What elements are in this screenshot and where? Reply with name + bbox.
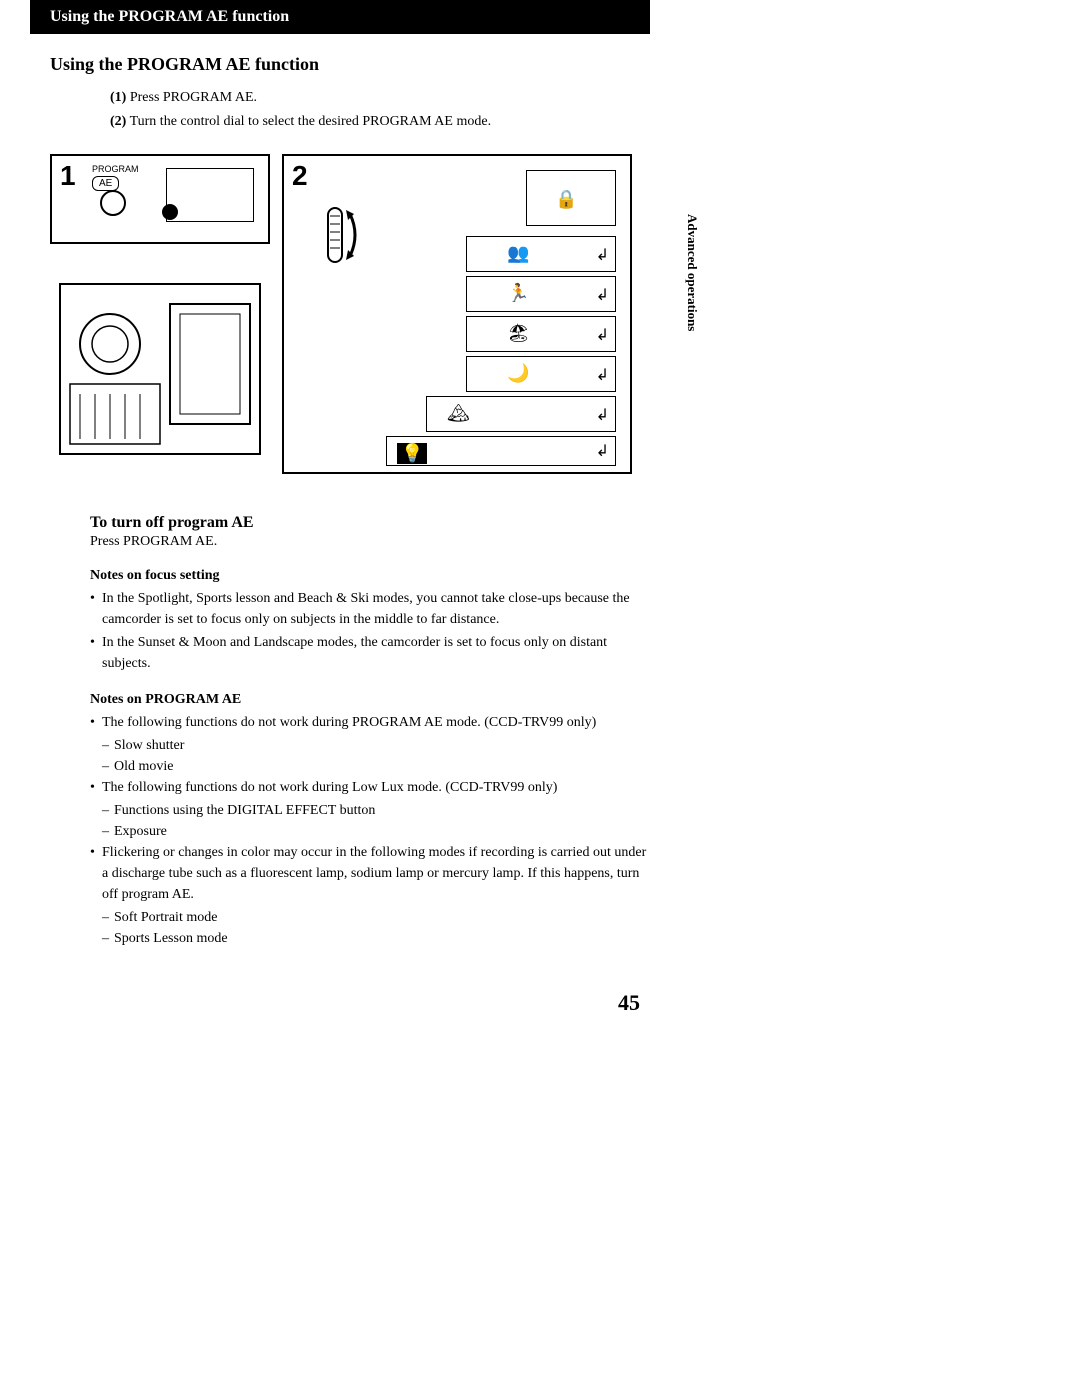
step-1-text: Press PROGRAM AE. bbox=[130, 90, 257, 105]
step-2: (2) Turn the control dial to select the … bbox=[110, 111, 1030, 133]
ae-sublist-2: Functions using the DIGITAL EFFECT butto… bbox=[102, 800, 1030, 842]
header-bar: Using the PROGRAM AE function bbox=[30, 0, 650, 34]
ae-sub-3-2: Sports Lesson mode bbox=[102, 928, 1030, 949]
mode-row-6: 💡↲ bbox=[386, 436, 616, 466]
figure-left-col: 1 PROGRAM AE bbox=[50, 154, 270, 474]
mode-icon-2: 🏃 bbox=[507, 283, 529, 304]
notes-ae-list-3: Flickering or changes in color may occur… bbox=[90, 842, 650, 905]
step-1-num: (1) bbox=[110, 90, 126, 105]
ae-sublist-1: Slow shutter Old movie bbox=[102, 735, 1030, 777]
notes-ae-list: The following functions do not work duri… bbox=[90, 712, 650, 733]
mode-icon-1: 👥 bbox=[507, 243, 529, 264]
figure-1-number: 1 bbox=[60, 160, 76, 192]
step-2-num: (2) bbox=[110, 114, 126, 129]
notes-focus-title: Notes on focus setting bbox=[90, 568, 1030, 584]
focus-bullet-2: In the Sunset & Moon and Landscape modes… bbox=[90, 632, 650, 674]
ae-bullet-3: Flickering or changes in color may occur… bbox=[90, 842, 650, 905]
camera-svg bbox=[50, 254, 270, 474]
figure-panel-1: 1 PROGRAM AE bbox=[50, 154, 270, 244]
mode-icon-spotlight: 🔒 bbox=[555, 189, 577, 210]
mode-row-2: 🏃↲ bbox=[466, 276, 616, 312]
step-2-text: Turn the control dial to select the desi… bbox=[130, 114, 492, 129]
spotlight-icon bbox=[162, 204, 178, 220]
ae-sub-1-2: Old movie bbox=[102, 756, 1030, 777]
fig2-screen: 🔒 bbox=[526, 170, 616, 226]
mode-row-5: 🏔↲ bbox=[426, 396, 616, 432]
turnoff-text: Press PROGRAM AE. bbox=[90, 534, 1030, 550]
mode-icon-5: 🏔 bbox=[447, 403, 470, 424]
header-title: Using the PROGRAM AE function bbox=[50, 8, 289, 25]
ae-bullet-2: The following functions do not work duri… bbox=[90, 777, 650, 798]
ae-sub-1-1: Slow shutter bbox=[102, 735, 1030, 756]
figure-2-number: 2 bbox=[292, 160, 308, 192]
mode-icon-6: 💡 bbox=[397, 443, 427, 464]
control-dial-icon bbox=[314, 200, 364, 275]
steps: (1) Press PROGRAM AE. (2) Turn the contr… bbox=[110, 87, 1030, 134]
turnoff-title: To turn off program AE bbox=[90, 514, 1030, 532]
figure-panel-2: 2 🔒 👥↲ 🏃↲ 🏖↲ 🌙↲ bbox=[282, 154, 632, 474]
section-title: Using the PROGRAM AE function bbox=[50, 54, 1030, 75]
program-label: PROGRAM bbox=[92, 164, 139, 174]
ae-sub-2-2: Exposure bbox=[102, 821, 1030, 842]
side-tab-label: Advanced operations bbox=[684, 214, 700, 331]
mini-screen-icon bbox=[166, 168, 254, 222]
ae-badge: AE bbox=[92, 176, 119, 191]
arrow-icon: ↲ bbox=[596, 285, 609, 305]
mode-icon-4: 🌙 bbox=[507, 363, 529, 384]
dial-icon bbox=[100, 190, 126, 216]
figure-area: 1 PROGRAM AE bbox=[50, 154, 1030, 474]
ae-sub-3-1: Soft Portrait mode bbox=[102, 907, 1030, 928]
notes-focus-list: In the Spotlight, Sports lesson and Beac… bbox=[90, 588, 650, 674]
page-content: Using the PROGRAM AE function (1) Press … bbox=[0, 34, 1080, 969]
mode-row-1: 👥↲ bbox=[466, 236, 616, 272]
arrow-icon: ↲ bbox=[596, 245, 609, 265]
mode-row-3: 🏖↲ bbox=[466, 316, 616, 352]
step-1: (1) Press PROGRAM AE. bbox=[110, 87, 1030, 109]
notes-ae-list-2: The following functions do not work duri… bbox=[90, 777, 650, 798]
arrow-icon: ↲ bbox=[596, 325, 609, 345]
focus-bullet-1: In the Spotlight, Sports lesson and Beac… bbox=[90, 588, 650, 630]
arrow-icon: ↲ bbox=[596, 441, 609, 461]
ae-sub-2-1: Functions using the DIGITAL EFFECT butto… bbox=[102, 800, 1030, 821]
mode-icon-3: 🏖 bbox=[507, 323, 530, 344]
arrow-icon: ↲ bbox=[596, 405, 609, 425]
notes-ae-title: Notes on PROGRAM AE bbox=[90, 692, 1030, 708]
camera-illustration bbox=[50, 254, 270, 474]
ae-sublist-3: Soft Portrait mode Sports Lesson mode bbox=[102, 907, 1030, 949]
ae-bullet-1: The following functions do not work duri… bbox=[90, 712, 650, 733]
page-number: 45 bbox=[618, 990, 640, 1016]
mode-row-4: 🌙↲ bbox=[466, 356, 616, 392]
arrow-icon: ↲ bbox=[596, 365, 609, 385]
